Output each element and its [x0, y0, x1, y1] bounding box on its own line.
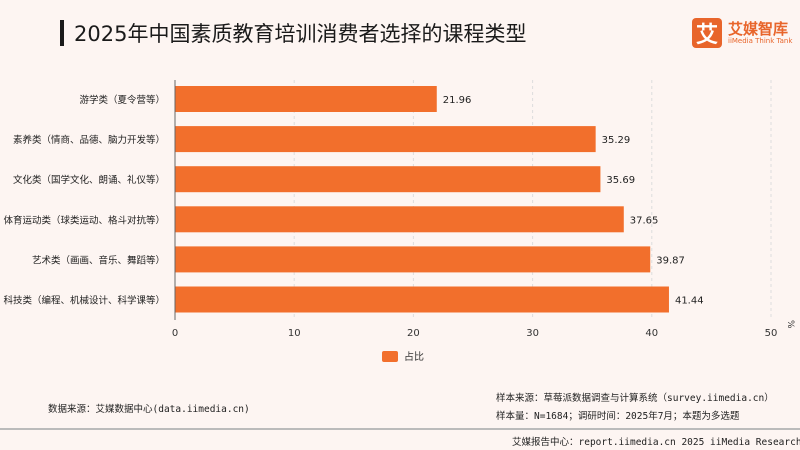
data-label: 41.44 — [675, 296, 704, 307]
x-tick-label: 20 — [407, 328, 420, 339]
title-accent-bar — [60, 20, 64, 46]
sample-size: 样本量：N=1684；调研时间：2025年7月；本题为多选题 — [496, 411, 740, 422]
bar — [175, 206, 624, 233]
data-source: 数据来源：艾媒数据中心(data.iimedia.cn) — [48, 404, 250, 415]
bar — [175, 126, 596, 153]
data-label: 35.69 — [606, 175, 635, 186]
data-label: 35.29 — [602, 135, 631, 146]
bar — [175, 246, 651, 273]
x-tick-label: 0 — [172, 328, 178, 339]
bar-chart: 0 10 20 30 40 50% 21.96 游学类（夏令营等） 35.29 素养类（情商、品德… — [3, 80, 795, 363]
x-tick-label: 30 — [526, 328, 539, 339]
logo-cn: 艾媒智库 — [728, 20, 789, 38]
logo-mark: 艾 — [692, 18, 722, 48]
x-tick-label: 50 — [765, 328, 778, 339]
category-label: 文化类（国学文化、朗诵、礼仪等） — [13, 174, 165, 186]
sample-source: 样本来源：草莓派数据调查与计算系统（survey.iimedia.cn） — [496, 393, 774, 404]
logo-en: iiMedia Think Tank — [728, 37, 793, 45]
data-label: 39.87 — [656, 255, 685, 266]
footer-divider — [0, 428, 800, 430]
report-center: 艾媒报告中心：report.iimedia.cn 2025 iiMedia Re… — [512, 437, 800, 448]
bar — [175, 286, 669, 313]
category-label: 艺术类（画画、音乐、舞蹈等） — [32, 254, 165, 266]
category-label: 体育运动类（球类运动、格斗对抗等） — [3, 214, 165, 226]
x-tick-label: 10 — [288, 328, 301, 339]
data-label: 21.96 — [443, 95, 472, 106]
category-label: 科技类（编程、机械设计、科学课等） — [3, 295, 165, 307]
legend-swatch — [382, 351, 398, 362]
legend-label: 占比 — [404, 350, 424, 363]
category-label: 游学类（夏令营等） — [79, 94, 165, 106]
page-title: 2025年中国素质教育培训消费者选择的课程类型 — [74, 22, 527, 46]
x-tick-label: 40 — [645, 328, 658, 339]
logo: 艾 艾媒智库 iiMedia Think Tank — [692, 18, 792, 48]
bar — [175, 86, 437, 112]
data-label: 37.65 — [630, 215, 659, 226]
x-unit: % — [785, 320, 795, 329]
bar — [175, 166, 601, 193]
category-label: 素养类（情商、品德、脑力开发等） — [13, 134, 165, 146]
